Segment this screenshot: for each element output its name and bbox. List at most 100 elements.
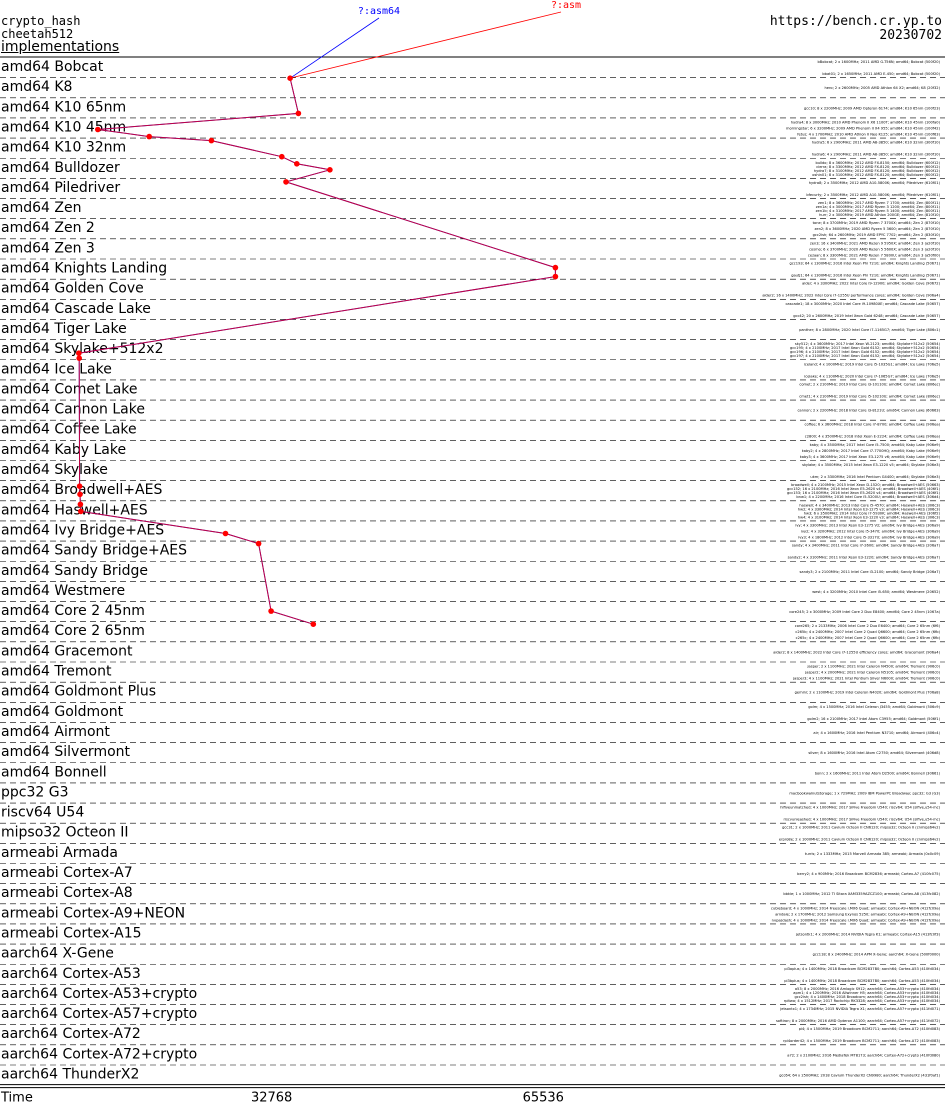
machine-label: jasper; 2 x 1100MHz; 2021 Intel Celeron … (807, 665, 941, 669)
x-axis-label: Time (0, 1091, 33, 1103)
machine-label: kaby3; 4 x 3600MHz; 2017 Intel Xeon E3-1… (800, 455, 941, 459)
machine-label: kaby2; 4 x 2800MHz; 2017 Intel Core i7-7… (802, 449, 941, 453)
machine-label: tone; 8 x 3700MHz; 2019 AMD Ryzen 7 3700… (813, 221, 941, 225)
machine-label: jetsontx1; 4 x 1734MHz; 2015 NVIDIA Tegr… (779, 1007, 940, 1011)
machine-label: gcc152; 16 x 2100MHz; 2016 Intel Xeon E5… (787, 487, 941, 491)
machine-label: macbookwalnutstorage; 1 x 729MHz; 2009 I… (789, 791, 940, 795)
data-point (76, 355, 82, 362)
category-label: amd64 Westmere (1, 583, 125, 599)
machine-label: comet; 2 x 2100MHz; 2019 Intel Core i3-1… (799, 382, 940, 386)
category-label: mipso32 Octeon II (1, 825, 129, 841)
data-points (76, 75, 559, 627)
machine-label: gcc42; 20 x 2600MHz; 2019 Intel Xeon Gol… (793, 314, 940, 318)
machine-label: bnw1; 4 x 2200MHz; 2016 Intel Core i5-52… (796, 495, 940, 499)
category-label: amd64 Cannon Lake (1, 402, 145, 418)
category-label: amd64 Bonnell (1, 764, 107, 780)
machine-label: ivy2; 4 x 3200MHz; 2012 Intel Core i5-34… (801, 529, 941, 533)
header-implementations-link[interactable]: implementations (1, 39, 120, 55)
machine-label: cannon; 2 x 2200MHz; 2018 Intel Core i3-… (797, 409, 940, 413)
category-label: amd64 Skylake (1, 462, 108, 478)
machine-label: jetsontk1; 4 x 2000MHz; 2014 NVIDIA Tegr… (795, 932, 941, 936)
category-label: amd64 Cascade Lake (1, 301, 151, 317)
machine-label: zen3; 16 x 3400MHz; 2021 AMD Ryzen 9 595… (810, 241, 941, 245)
machine-label: nvpasdash; 4 x 1000MHz; 2014 Freescale i… (772, 918, 941, 922)
machine-label: zen1b; 4 x 3100MHz; 2017 AMD Ryzen 5 140… (816, 209, 941, 213)
machine-label: hw4; 4 x 3100MHz; 2014 Intel Xeon E3-122… (798, 515, 941, 519)
category-label: amd64 Airmont (1, 724, 110, 740)
header-date: 20230702 (879, 28, 942, 43)
data-point (208, 137, 215, 144)
machine-label: alder2; 8 x 1400MHz; 2022 Intel Core i7-… (773, 650, 940, 654)
machine-label: sky512; 4 x 3600MHz; 2017 Intel Xeon W-2… (795, 342, 941, 346)
machine-label: west; 4 x 3200MHz; 2010 Intel Core i5-65… (812, 590, 940, 594)
category-labels: amd64 Bobcat amd64 K8 amd64 K10 65nm amd64 … (1, 59, 197, 1083)
machine-label: arndale; 2 x 1700MHz; 2012 Samsung Exyno… (775, 912, 940, 916)
data-point (287, 75, 293, 81)
machine-label: gcc153; 16 x 2100MHz; 2016 Intel Xeon E5… (787, 491, 941, 495)
machine-label: gcc195; 4 x 2100MHz; 2017 Intel Xeon Gol… (790, 346, 941, 350)
header-primitive: crypto_hash (1, 14, 81, 28)
category-label: amd64 Bulldozer (1, 160, 120, 176)
category-label: armeabi Cortex-A9+NEON (1, 905, 185, 921)
machine-label: gcc64; 64 x 2500MHz; 2018 Cavium Thunder… (779, 1074, 940, 1078)
category-label: amd64 Zen 3 (1, 240, 95, 256)
machine-label: panther; 8 x 2800MHz; 2020 Intel Core i7… (799, 328, 941, 332)
machine-label: jasper2; 4 x 2000MHz; 2021 Intel Celeron… (804, 671, 940, 675)
category-label: amd64 Sandy Bridge+AES (1, 543, 187, 559)
machine-label: air; 4 x 1600MHz; 2016 Intel Pentium N37… (813, 731, 940, 735)
machine-label: core265; 2 x 2133MHz; 2006 Intel Core 2 … (795, 624, 941, 628)
category-label: riscv64 U54 (1, 805, 84, 821)
machine-label: ukm; 2 x 3300MHz; 2016 Intel Pentium G44… (810, 475, 940, 479)
category-label: ppc32 G3 (1, 784, 69, 800)
machine-label: rpitwo; 4 x 1512MHz; 2017 Rockchip RK332… (784, 999, 941, 1003)
header-site-link[interactable]: https://bench.cr.yp.to (769, 14, 942, 29)
machine-label: gcc197; 4 x 2100MHz; 2017 Intel Xeon Gol… (790, 354, 941, 358)
machine-label: gcc196; 4 x 2100MHz; 2017 Intel Xeon Gol… (790, 350, 941, 354)
data-point (552, 264, 559, 271)
machine-label: zen1; 8 x 3600MHz; 2017 AMD Ryzen 7 1700… (818, 201, 941, 205)
category-label: armeabi Cortex-A15 (1, 925, 142, 941)
machine-label: gcc2ish; 4 x 1400MHz; 2018 Broadcom; aar… (794, 995, 940, 999)
machine-label: hydra5; 6 x 2900MHz; 2011 AMD A8-3850; a… (812, 141, 941, 145)
machine-label: c2800; 4 x 3500MHz; 2018 Intel Xeon E-22… (805, 435, 941, 439)
category-label: amd64 Broadwell+AES (1, 482, 162, 498)
asm-leader-line (290, 11, 562, 79)
category-label: amd64 Ivy Bridge+AES (1, 522, 164, 538)
header-left: crypto_hash cheetah512 implementations (1, 14, 120, 55)
machine-label: riscvunleashed; 4 x 1000MHz; 2017 SiFive… (783, 818, 940, 822)
category-label: amd64 Sandy Bridge (1, 563, 148, 579)
machine-label: cascade1; 18 x 3000MHz; 2020 Intel Core … (785, 302, 940, 306)
machine-label: pi3bplus; 4 x 1400MHz; 2018 Broadcom BCM… (784, 979, 940, 983)
category-label: amd64 Zen (1, 200, 81, 216)
category-label: aarch64 Cortex-A53+crypto (1, 986, 197, 1002)
machine-label: jasper3; 4 x 1100MHz; 2021 Intel Pentium… (792, 677, 940, 681)
machine-label: pi4; 4 x 1500MHz; 2019 Broadcom BCM2711;… (799, 1027, 941, 1031)
data-point (295, 110, 302, 117)
machine-label: iceland; 4 x 1000MHz; 2019 Intel Core i5… (804, 362, 941, 366)
machine-label: gcc118; 8 x 2400MHz; 2014 APM X-Gene; aa… (813, 953, 941, 957)
category-label: amd64 Ice Lake (1, 361, 112, 377)
machine-label: c265b; 4 x 2400MHz; 2007 Intel Core 2 Qu… (795, 630, 940, 634)
data-point (146, 133, 152, 140)
header-right: https://bench.cr.yp.to 20230702 (770, 15, 942, 43)
machine-label: alder; 4 x 3300MHz; 2022 Intel Core i9-1… (802, 282, 940, 286)
data-point (294, 161, 300, 167)
machine-label: broadwell; 4 x 2100MHz; 2015 Intel Xeon … (791, 483, 940, 487)
category-label: aarch64 Cortex-A57+crypto (1, 1006, 197, 1022)
data-point (279, 153, 285, 160)
row-separators (0, 56, 945, 1066)
machine-label: bonn; 2 x 1600MHz; 2011 Intel Atom D2500… (815, 771, 941, 775)
machine-label: alder2; 16 x 1400MHz; 2022 Intel Core i7… (762, 294, 940, 298)
machine-label: core245; 2 x 3000MHz; 2009 Intel Core 2 … (789, 610, 940, 614)
category-label: amd64 Tiger Lake (1, 321, 127, 337)
category-label: amd64 Core 2 65nm (1, 623, 145, 639)
machine-label: icelake; 4 x 1100MHz; 2020 Intel Core i7… (804, 374, 940, 378)
machine-label: berry2; 4 x 900MHz; 2016 Broadcom BCM283… (797, 872, 940, 876)
category-label: amd64 Coffee Lake (1, 422, 137, 438)
series-asm64-label: ?:asm64 (358, 6, 400, 17)
header-function: cheetah512 (1, 27, 74, 41)
data-point (327, 167, 333, 173)
category-label: amd64 Comet Lake (1, 381, 138, 397)
category-label: amd64 Haswell+AES (1, 502, 148, 518)
